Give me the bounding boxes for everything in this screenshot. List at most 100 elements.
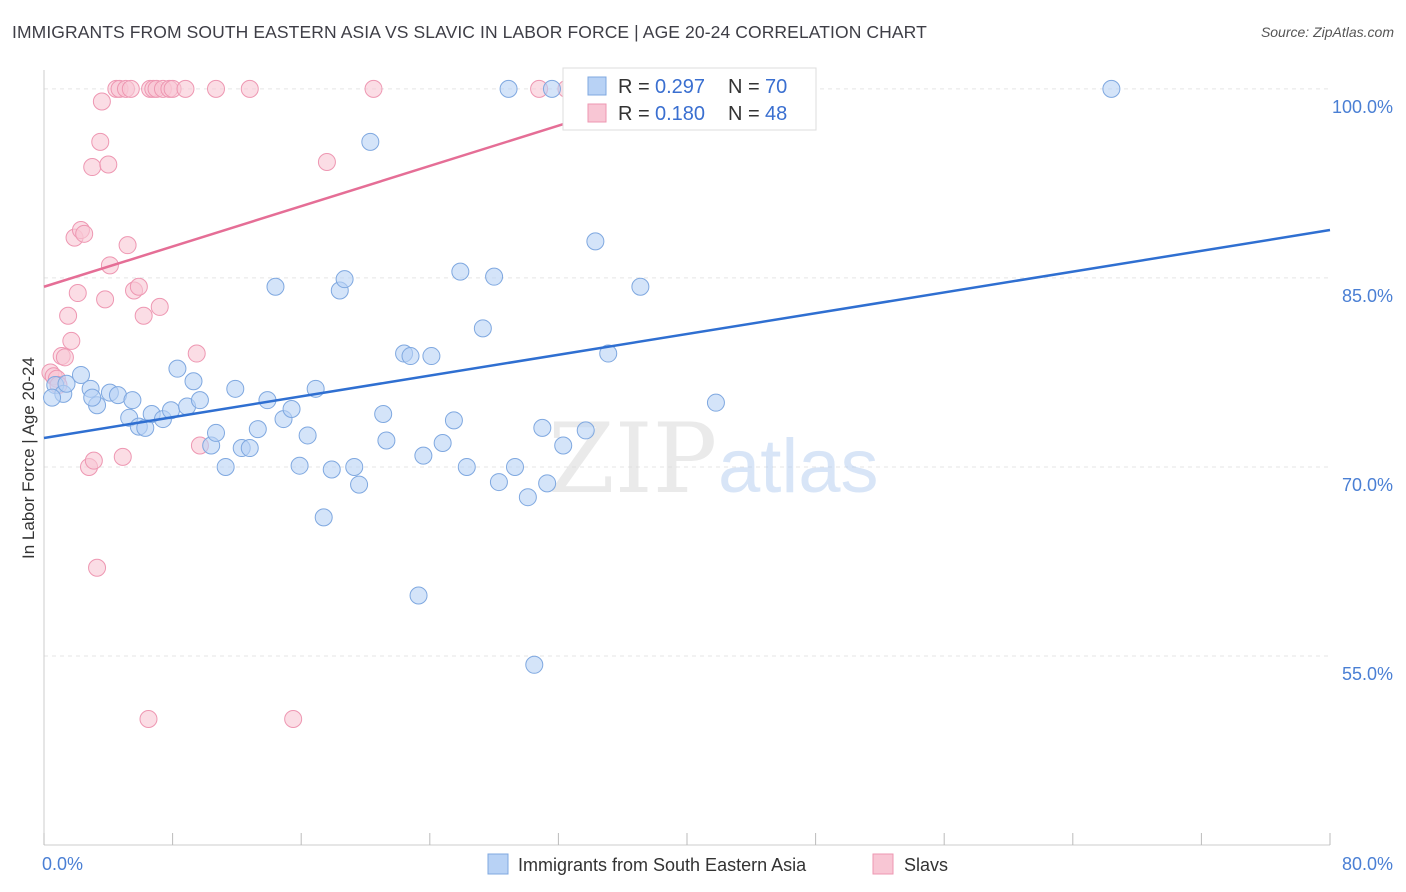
slavs-point xyxy=(88,558,107,577)
sea-point xyxy=(518,488,537,507)
slavs-point xyxy=(317,152,336,171)
sea-point xyxy=(248,420,267,439)
sea-point xyxy=(290,456,309,475)
series-legend: Immigrants from South Eastern Asia Slavs xyxy=(487,853,948,875)
sea-point xyxy=(576,421,595,440)
slavs-point xyxy=(59,306,78,325)
sea-point xyxy=(298,426,317,445)
slavs-point xyxy=(134,306,153,325)
sea-point xyxy=(374,405,393,424)
sea-point xyxy=(485,267,504,286)
slavs-point xyxy=(68,284,87,303)
slavs-points xyxy=(41,79,576,728)
sea-point xyxy=(554,436,573,455)
sea-point xyxy=(335,270,354,289)
sea-point xyxy=(350,475,369,494)
y-tick-label: 55.0% xyxy=(1342,664,1393,684)
slavs-point xyxy=(84,451,103,470)
sea-point xyxy=(505,457,524,476)
slavs-point xyxy=(83,158,102,177)
watermark-zip: ZIP xyxy=(548,403,717,515)
sea-point xyxy=(282,399,301,418)
sea-point xyxy=(83,388,102,407)
sea-point xyxy=(533,418,552,437)
slavs-point xyxy=(129,277,148,296)
sea-point xyxy=(345,457,364,476)
y-axis-label: In Labor Force | Age 20-24 xyxy=(19,357,38,559)
sea-point xyxy=(586,232,605,251)
sea-point xyxy=(1102,79,1121,98)
sea-point xyxy=(216,457,235,476)
slavs-point xyxy=(75,224,94,243)
chart-title: IMMIGRANTS FROM SOUTH EASTERN ASIA VS SL… xyxy=(12,22,927,42)
slavs-point xyxy=(176,79,195,98)
sea-point xyxy=(542,79,561,98)
sea-point xyxy=(706,393,725,412)
slavs-point xyxy=(92,92,111,111)
sea-point xyxy=(43,388,62,407)
sea-point xyxy=(409,586,428,605)
sea-point xyxy=(184,372,203,391)
slavs-point xyxy=(62,331,81,350)
stat-legend-n-label-sea: N = xyxy=(728,76,760,98)
slavs-point xyxy=(91,132,110,151)
sea-point xyxy=(314,508,333,527)
sea-point xyxy=(322,460,341,479)
axes xyxy=(43,70,1331,846)
slavs-point xyxy=(113,447,132,466)
sea-point xyxy=(240,439,259,458)
sea-point xyxy=(168,359,187,378)
x-tick-label: 80.0% xyxy=(1342,854,1393,874)
sea-point xyxy=(422,347,441,366)
y-tick-label: 70.0% xyxy=(1342,475,1393,495)
sea-point xyxy=(361,132,380,151)
sea-point xyxy=(433,434,452,453)
sea-trendline xyxy=(43,228,1331,440)
sea-point xyxy=(599,344,618,363)
legend-label-sea: Immigrants from South Eastern Asia xyxy=(518,855,807,875)
legend-label-slavs: Slavs xyxy=(904,855,948,875)
sea-point xyxy=(401,347,420,366)
stat-legend-n-sea: 70 xyxy=(765,76,787,98)
chart-source: Source: ZipAtlas.com xyxy=(1260,24,1394,40)
sea-point xyxy=(71,365,90,384)
stat-legend-swatch-sea xyxy=(587,76,607,96)
sea-point xyxy=(57,374,76,393)
sea-point xyxy=(457,457,476,476)
slavs-point xyxy=(139,709,158,728)
x-tick-label: 0.0% xyxy=(42,854,83,874)
stat-legend-r-label-sea: R = xyxy=(618,76,650,98)
watermark-atlas: atlas xyxy=(718,424,879,509)
sea-points xyxy=(43,79,1121,674)
sea-point xyxy=(444,411,463,430)
sea-point xyxy=(207,423,226,442)
slavs-point xyxy=(121,79,140,98)
stat-legend-n-label-slavs: N = xyxy=(728,103,760,125)
slavs-point xyxy=(207,79,226,98)
legend-swatch-sea xyxy=(487,853,509,875)
sea-point xyxy=(473,319,492,338)
stat-legend-r-sea: 0.297 xyxy=(655,76,705,98)
slavs-point xyxy=(240,79,259,98)
sea-point xyxy=(123,391,142,410)
slavs-point xyxy=(99,155,118,174)
sea-point xyxy=(226,379,245,398)
sea-point xyxy=(489,473,508,492)
slavs-point xyxy=(284,709,303,728)
y-tick-label: 100.0% xyxy=(1332,97,1393,117)
sea-point xyxy=(499,79,518,98)
slavs-point xyxy=(55,348,74,367)
stat-legend: R = 0.297 N = 70 R = 0.180 N = 48 xyxy=(562,67,817,131)
gridlines xyxy=(44,88,1330,657)
stat-legend-r-slavs: 0.180 xyxy=(655,103,705,125)
slavs-point xyxy=(150,297,169,316)
watermark: ZIP atlas xyxy=(548,403,879,515)
stat-legend-swatch-slavs xyxy=(587,103,607,123)
stat-legend-n-slavs: 48 xyxy=(765,103,787,125)
sea-point xyxy=(377,431,396,450)
slavs-point xyxy=(96,290,115,309)
tick-labels: 55.0% 70.0% 85.0% 100.0% 0.0% 80.0% xyxy=(42,97,1393,874)
slavs-point xyxy=(187,344,206,363)
legend-swatch-slavs xyxy=(872,853,894,875)
sea-point xyxy=(266,277,285,296)
